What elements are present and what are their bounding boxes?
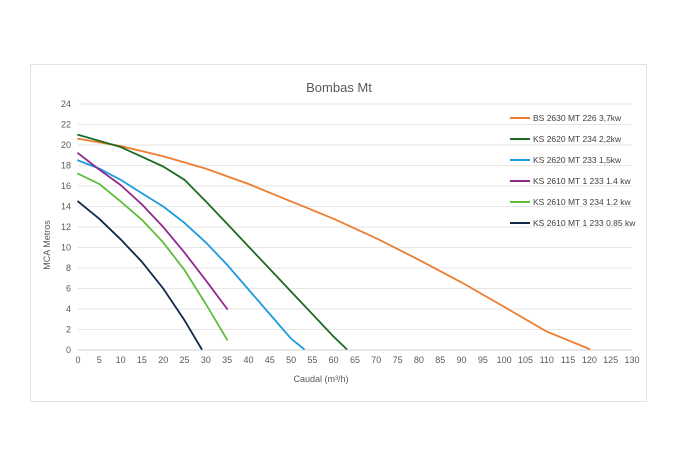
series-line xyxy=(77,152,229,310)
x-tick-label: 115 xyxy=(561,355,575,365)
x-tick-label: 110 xyxy=(540,355,554,365)
legend-label: BS 2630 MT 226 3,7kw xyxy=(533,113,622,123)
grid-layer xyxy=(78,103,632,351)
x-tick-label: 40 xyxy=(243,355,253,365)
y-tick-label: 20 xyxy=(61,140,71,150)
x-tick-label: 5 xyxy=(97,355,102,365)
x-tick-label: 105 xyxy=(518,355,533,365)
y-tick-label: 22 xyxy=(61,120,71,130)
x-tick-label: 70 xyxy=(371,355,381,365)
series-line xyxy=(77,200,203,350)
chart-title: Bombas Mt xyxy=(306,80,372,95)
y-axis-label: MCA Metros xyxy=(42,220,52,270)
x-tick-label: 15 xyxy=(137,355,147,365)
x-tick-label: 55 xyxy=(307,355,317,365)
y-tick-label: 24 xyxy=(61,99,71,109)
x-tick-label: 85 xyxy=(435,355,445,365)
x-tick-label: 50 xyxy=(286,355,296,365)
x-tick-label: 90 xyxy=(457,355,467,365)
series-line xyxy=(77,133,348,350)
x-tick-label: 120 xyxy=(582,355,597,365)
y-tick-label: 8 xyxy=(66,263,71,273)
y-tick-label: 12 xyxy=(61,222,71,232)
y-tick-label: 0 xyxy=(66,345,71,355)
x-tick-label: 130 xyxy=(624,355,639,365)
chart-frame: Bombas Mt 0 2 4 6 8 10 12 14 16 18 20 22 24 0 5 10 15 20 2… xyxy=(30,64,647,402)
x-tick-label: 10 xyxy=(116,355,126,365)
x-tick-label: 45 xyxy=(265,355,275,365)
series-line xyxy=(77,172,229,341)
legend-label: KS 2610 MT 3 234 1.2 kw xyxy=(533,197,632,207)
x-tick-label: 95 xyxy=(478,355,488,365)
x-tick-label: 100 xyxy=(497,355,512,365)
x-tick-label: 75 xyxy=(393,355,403,365)
y-tick-label: 18 xyxy=(61,161,71,171)
x-tick-label: 30 xyxy=(201,355,211,365)
y-tick-label: 6 xyxy=(66,284,71,294)
series-line xyxy=(77,159,305,350)
x-axis-label: Caudal (m³/h) xyxy=(293,374,348,384)
legend-label: KS 2620 MT 233 1,5kw xyxy=(533,155,622,165)
x-tick-label: 20 xyxy=(158,355,168,365)
legend-label: KS 2610 MT 1 233 1.4 kw xyxy=(533,176,632,186)
legend: BS 2630 MT 226 3,7kw KS 2620 MT 234 2,2kw… xyxy=(510,113,636,228)
x-tick-label: 35 xyxy=(222,355,232,365)
series-layer xyxy=(77,133,591,350)
y-tick-label: 10 xyxy=(61,243,71,253)
y-tick-label: 2 xyxy=(66,325,71,335)
x-tick-label: 60 xyxy=(329,355,339,365)
y-tick-label: 14 xyxy=(61,202,71,212)
x-tick-label: 25 xyxy=(180,355,190,365)
x-tick-label: 0 xyxy=(75,355,80,365)
x-tick-label: 80 xyxy=(414,355,424,365)
x-tick-label: 125 xyxy=(603,355,618,365)
series-line xyxy=(77,137,591,350)
legend-label: KS 2610 MT 1 233 0.85 kw xyxy=(533,218,636,228)
x-tick-label: 65 xyxy=(350,355,360,365)
legend-label: KS 2620 MT 234 2,2kw xyxy=(533,134,622,144)
y-tick-label: 16 xyxy=(61,181,71,191)
y-tick-label: 4 xyxy=(66,304,71,314)
